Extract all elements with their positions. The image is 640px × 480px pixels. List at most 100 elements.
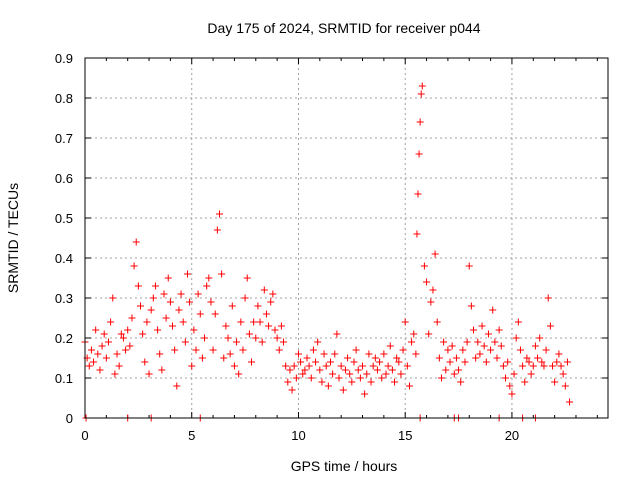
data-point <box>194 290 202 298</box>
data-point <box>312 358 320 366</box>
data-point <box>487 346 495 354</box>
data-point <box>205 274 213 282</box>
data-point <box>333 330 341 338</box>
data-point <box>536 334 544 342</box>
data-point <box>378 374 386 382</box>
data-point <box>173 382 181 390</box>
data-point <box>335 374 343 382</box>
data-point <box>128 314 136 322</box>
data-point <box>233 338 241 346</box>
data-point <box>271 326 279 334</box>
data-point <box>207 298 215 306</box>
data-point <box>563 358 571 366</box>
data-point <box>546 322 554 330</box>
data-point <box>446 358 454 366</box>
data-point <box>350 358 358 366</box>
y-tick-label: 0.3 <box>55 291 73 306</box>
data-point <box>284 378 292 386</box>
data-point <box>495 326 503 334</box>
data-point <box>149 294 157 302</box>
data-point <box>457 378 465 386</box>
data-point <box>201 334 209 342</box>
data-point <box>415 150 423 158</box>
data-point <box>166 298 174 306</box>
data-point <box>256 318 264 326</box>
data-point <box>384 362 392 370</box>
data-point <box>183 270 191 278</box>
data-point <box>215 210 223 218</box>
data-point <box>158 366 166 374</box>
data-point <box>361 390 369 398</box>
data-point <box>169 322 177 330</box>
y-tick-label: 0.7 <box>55 131 73 146</box>
data-point <box>137 302 145 310</box>
data-point <box>472 354 480 362</box>
data-point <box>561 382 569 390</box>
y-tick-label: 0.1 <box>55 371 73 386</box>
data-point <box>425 330 433 338</box>
data-point <box>145 370 153 378</box>
data-point <box>156 350 164 358</box>
data-point <box>115 362 123 370</box>
data-point <box>181 338 189 346</box>
data-points <box>81 82 574 422</box>
data-point <box>527 370 535 378</box>
data-point <box>448 342 456 350</box>
data-point <box>542 346 550 354</box>
data-point <box>510 370 518 378</box>
data-point <box>489 306 497 314</box>
y-tick-label: 0.9 <box>55 51 73 66</box>
data-point <box>540 362 548 370</box>
data-point <box>162 314 170 322</box>
data-point <box>267 298 275 306</box>
data-point <box>512 334 520 342</box>
data-point <box>226 350 234 358</box>
data-point <box>277 322 285 330</box>
data-point <box>117 330 125 338</box>
data-point <box>348 378 356 386</box>
data-point <box>96 366 104 374</box>
data-point <box>548 362 556 370</box>
x-axis-label: GPS time / hours <box>291 458 398 474</box>
data-point <box>401 318 409 326</box>
data-point <box>316 366 324 374</box>
data-point <box>290 362 298 370</box>
data-point <box>286 366 294 374</box>
data-point <box>339 386 347 394</box>
data-point <box>134 282 142 290</box>
data-point <box>444 346 452 354</box>
data-point <box>470 326 478 334</box>
data-point <box>186 298 194 306</box>
data-point <box>100 330 108 338</box>
data-point <box>493 354 501 362</box>
data-point <box>122 346 130 354</box>
data-point <box>326 358 334 366</box>
data-point <box>98 342 106 350</box>
data-point <box>344 354 352 362</box>
grid <box>85 58 608 418</box>
data-point <box>420 262 428 270</box>
data-point <box>386 342 394 350</box>
data-point <box>514 318 522 326</box>
data-point <box>177 290 185 298</box>
data-point <box>382 370 390 378</box>
data-point <box>331 350 339 358</box>
x-tick-label: 10 <box>291 428 305 443</box>
data-point <box>478 322 486 330</box>
data-point <box>417 90 425 98</box>
data-point <box>320 350 328 358</box>
y-tick-label: 0.4 <box>55 251 73 266</box>
data-point <box>237 318 245 326</box>
data-point <box>102 354 110 362</box>
data-point <box>521 378 529 386</box>
data-point <box>346 370 354 378</box>
data-point <box>294 350 302 358</box>
data-point <box>262 310 270 318</box>
data-point <box>228 302 236 310</box>
x-tick-label: 20 <box>505 428 519 443</box>
data-point <box>504 358 512 366</box>
data-point <box>414 190 422 198</box>
data-point <box>337 362 345 370</box>
data-point <box>124 326 132 334</box>
data-point <box>213 226 221 234</box>
